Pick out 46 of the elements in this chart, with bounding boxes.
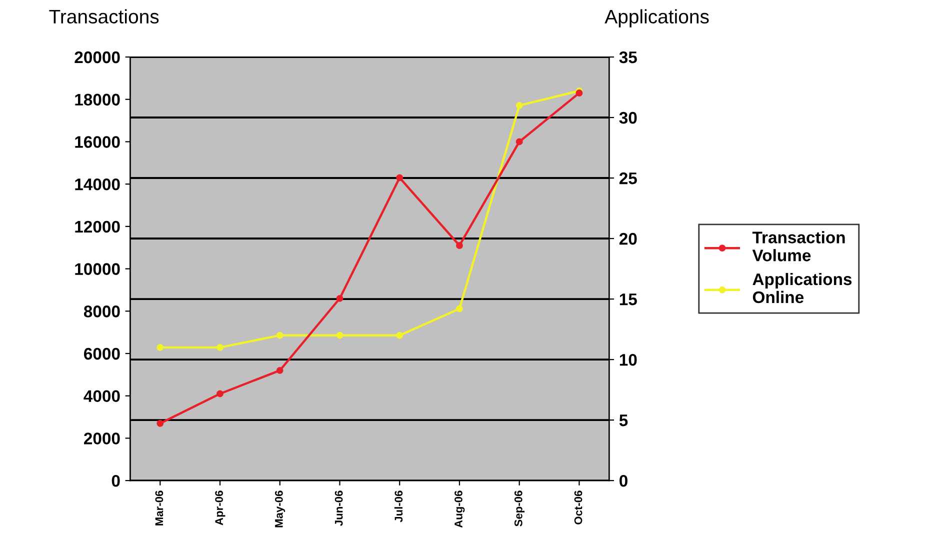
y-axis-title: Transactions <box>49 9 159 24</box>
point <box>456 242 463 249</box>
y2-tick-label: 15 <box>620 294 637 306</box>
point <box>156 420 164 427</box>
y-tick-label: 2000 <box>84 432 120 444</box>
point <box>216 390 224 398</box>
y2-tick-label: 0 <box>620 474 628 487</box>
x-tick-label: Apr-06 <box>215 490 226 526</box>
y-tick-label: 8000 <box>84 306 120 318</box>
x-tick-label: Jul-06 <box>394 490 403 522</box>
point <box>336 332 344 339</box>
y2-tick-label: 20 <box>619 232 637 245</box>
y-tick-label: 0 <box>112 474 120 487</box>
y-tick-label: 12000 <box>75 220 120 233</box>
y-tick-label: 14000 <box>75 178 120 190</box>
point <box>276 366 284 374</box>
y2-tick-label: 30 <box>619 112 637 124</box>
x-tick-label: May-06 <box>274 490 286 528</box>
point <box>516 138 523 146</box>
y-tick-label: 10000 <box>75 263 120 275</box>
y-tick-label: 20000 <box>74 51 120 64</box>
legend-label: Applications Online <box>752 272 852 304</box>
y-tick-label: 18000 <box>75 94 120 106</box>
point <box>396 332 404 339</box>
point <box>576 90 583 96</box>
y2-tick-label: 10 <box>620 354 637 366</box>
y2-axis-title: Applications <box>604 9 709 28</box>
point <box>456 305 463 312</box>
point <box>336 294 344 302</box>
y2-tick-label: 25 <box>619 172 637 184</box>
y-tick-label: 16000 <box>75 136 120 148</box>
x-tick-label: Aug-06 <box>454 490 465 528</box>
point <box>216 344 224 351</box>
y-tick-label: 6000 <box>84 348 120 360</box>
x-tick-label: Oct-06 <box>574 490 582 524</box>
point <box>156 344 164 351</box>
y-tick-label: 4000 <box>84 390 120 402</box>
x-tick-label: Mar-06 <box>155 490 164 526</box>
legend-label: Transaction Volume <box>752 231 845 262</box>
point <box>516 102 523 109</box>
point <box>276 332 284 339</box>
y2-tick-label: 5 <box>619 414 628 426</box>
x-tick-label: Jun-06 <box>334 490 343 526</box>
x-tick-label: Sep-06 <box>514 490 525 526</box>
point <box>396 174 404 182</box>
y2-tick-label: 35 <box>619 51 637 64</box>
